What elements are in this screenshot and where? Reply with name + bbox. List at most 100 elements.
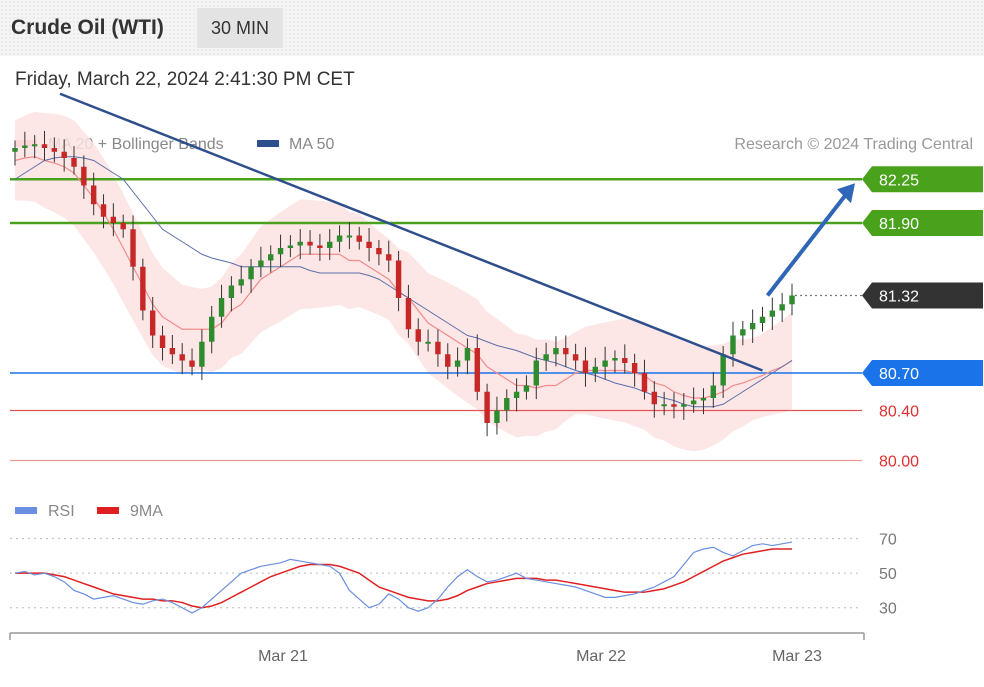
candle-body [268, 254, 274, 261]
candle-body [90, 185, 97, 205]
candle-body [22, 145, 28, 148]
chart-datetime: Friday, March 22, 2024 2:41:30 PM CET [15, 69, 355, 90]
forecast-arrow-head [837, 183, 855, 204]
ma50-line [14, 156, 793, 408]
ma50-legend-label: MA 50 [289, 136, 334, 153]
level-label-2: 81.32 [879, 289, 919, 306]
candle-body [120, 223, 126, 230]
level-tag-3 [862, 360, 983, 386]
candle-body [140, 266, 146, 311]
chart-header: Crude Oil (WTI) 30 MIN [0, 0, 984, 56]
candle-body [494, 410, 500, 423]
rsi-line [14, 541, 793, 614]
candle-body [592, 366, 598, 373]
copyright-text: Research © 2024 Trading Central [734, 136, 973, 153]
candle-body [661, 404, 667, 407]
candle-body [297, 241, 303, 246]
rsi-tick-label: 70 [879, 532, 897, 549]
level-label-3: 80.70 [879, 366, 919, 383]
candle-body [710, 385, 717, 398]
candle-body [287, 245, 294, 248]
candle-body [504, 398, 510, 411]
bollinger-band [15, 111, 792, 452]
candle-body [523, 385, 530, 392]
candle-body [356, 235, 362, 242]
candle-body [81, 166, 87, 186]
candle-body [31, 144, 38, 147]
candle-body [149, 310, 156, 336]
candle-body [386, 254, 392, 261]
candle-body [582, 360, 589, 373]
candle-body [553, 348, 559, 355]
candle-body [759, 316, 766, 323]
candle-body [366, 241, 372, 248]
rsi-legend-swatch [15, 507, 37, 514]
candle-body [769, 310, 776, 317]
candle-body [484, 391, 490, 423]
instrument-title: Crude Oil (WTI) [11, 16, 164, 39]
candle-body [690, 400, 697, 405]
candle-body [209, 316, 215, 342]
level-label-1: 81.90 [879, 216, 919, 233]
candle-body [61, 151, 67, 158]
candle-body [228, 285, 235, 298]
candle-body [277, 248, 284, 255]
candle-body [789, 295, 795, 305]
candle-body [602, 360, 608, 367]
candle-body [543, 354, 549, 361]
candle-body [159, 335, 166, 348]
candles-group [12, 130, 795, 437]
candle-body [218, 298, 225, 317]
candle-body [572, 354, 579, 361]
time-tick-label: Mar 23 [772, 648, 822, 665]
candle-body [651, 391, 658, 405]
main-plot: 82.25 81.90 81.32 80.70 80.40 80.00 [10, 92, 983, 471]
candle-body [445, 354, 451, 367]
candle-body [395, 260, 402, 298]
candle-body [41, 144, 48, 148]
candle-body [307, 241, 313, 246]
rsi-tick-label: 30 [879, 601, 897, 618]
candle-body [740, 329, 746, 336]
level-label-4: 80.40 [879, 404, 919, 421]
trend-line [59, 92, 763, 372]
candle-body [425, 341, 431, 344]
candle-body [749, 323, 756, 330]
rsi-tick-label: 50 [879, 566, 897, 583]
timeframe-badge[interactable]: 30 MIN [197, 8, 283, 48]
candle-body [169, 348, 176, 355]
candle-body [248, 266, 254, 280]
forecast-arrow-shaft [765, 192, 849, 297]
candle-body [71, 158, 77, 167]
time-axis: Mar 21 Mar 22 Mar 23 [9, 632, 865, 665]
candle-body [179, 354, 185, 361]
level-label-0: 82.25 [879, 172, 919, 189]
candle-body [12, 148, 18, 152]
candle-body [671, 404, 677, 407]
rsi-ma-legend-label: 9MA [130, 503, 163, 520]
candle-body [779, 304, 785, 311]
candle-body [51, 148, 58, 152]
time-tick-label: Mar 22 [576, 648, 626, 665]
candle-body [464, 348, 471, 361]
candle-body [336, 235, 343, 242]
candle-body [563, 348, 569, 355]
candle-body [258, 260, 264, 267]
ma50-legend-swatch [257, 140, 279, 147]
candle-body [700, 398, 707, 401]
candle-body [130, 229, 136, 267]
candle-body [631, 363, 638, 373]
candle-body [435, 341, 441, 355]
candle-body [405, 298, 412, 330]
candle-body [327, 241, 333, 248]
level-tag-0 [862, 166, 983, 193]
candle-body [238, 279, 244, 286]
candle-body [189, 360, 195, 367]
level-label-5: 80.00 [879, 454, 919, 471]
candle-body [513, 391, 520, 398]
candle-body [474, 348, 480, 392]
rsi-ma-line [15, 548, 792, 609]
candle-body [454, 360, 461, 367]
candle-body [622, 358, 628, 363]
